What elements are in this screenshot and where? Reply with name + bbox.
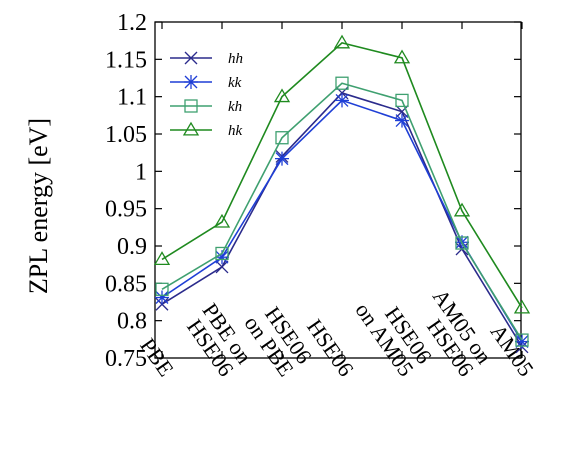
data-point-kh <box>395 93 409 108</box>
data-point-hk <box>153 251 171 265</box>
data-point-kh <box>215 246 229 261</box>
data-point-hh <box>215 260 229 274</box>
data-point-hh <box>395 105 409 119</box>
x-tick-label: PBE onHSE06 <box>180 298 257 381</box>
data-point-kk <box>335 93 349 108</box>
marker-stroke <box>215 260 229 274</box>
plot-frame <box>154 21 522 359</box>
x-tick-label: HSE06on PBE <box>240 298 317 381</box>
legend-label: hh <box>228 51 243 67</box>
y-tick-label: 1.2 <box>117 10 147 36</box>
data-point-kk <box>155 290 169 305</box>
legend-label: kh <box>228 99 242 115</box>
data-point-hk <box>513 299 531 314</box>
data-point-hk <box>453 202 471 217</box>
y-tick-label: 0.85 <box>105 271 147 297</box>
marker-stroke <box>184 51 198 65</box>
legend-marker <box>184 99 198 113</box>
y-tick-label: 0.95 <box>105 197 147 223</box>
y-tick-label: 1.1 <box>117 85 147 111</box>
data-point-kk <box>275 151 289 166</box>
data-point-kk <box>395 113 409 128</box>
legend-marker <box>184 75 198 89</box>
y-tick-label: 1 <box>135 159 147 185</box>
legend-label: kk <box>228 75 242 91</box>
series-line-hk <box>161 42 523 309</box>
marker-stroke <box>395 105 409 119</box>
y-tick-label: 1.15 <box>105 47 147 73</box>
data-point-hk <box>273 88 291 103</box>
series-line-kh <box>161 82 523 341</box>
data-point-kh <box>515 333 529 347</box>
data-point-hk <box>213 213 231 228</box>
y-tick-label: 0.75 <box>105 346 147 372</box>
data-point-kh <box>335 76 349 90</box>
data-point-hk <box>333 34 351 49</box>
legend-marker <box>182 121 200 136</box>
legend-label: hk <box>228 123 243 139</box>
y-tick-label: 1.05 <box>105 122 147 148</box>
y-tick-label: 0.8 <box>117 309 147 335</box>
data-point-kh <box>155 282 169 296</box>
data-point-hk <box>393 49 411 64</box>
legend-marker <box>184 51 198 65</box>
y-tick-label: 0.9 <box>117 234 147 260</box>
data-point-kh <box>455 236 469 250</box>
x-tick-label: HSE06on AM05 <box>350 285 437 381</box>
y-axis-label: ZPL energy [eV] <box>24 118 53 294</box>
data-point-kh <box>275 131 289 145</box>
